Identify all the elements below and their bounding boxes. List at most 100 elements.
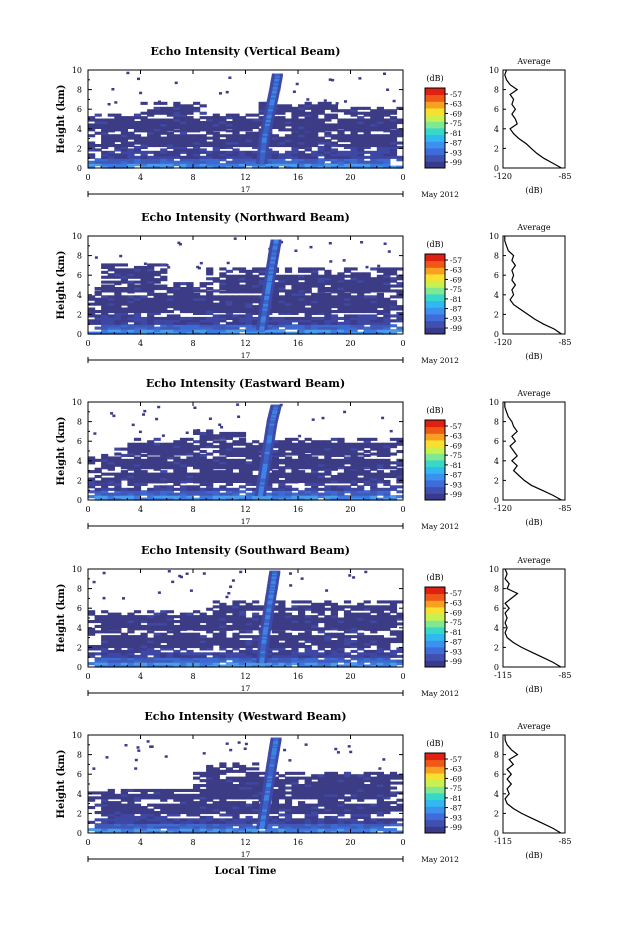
heatmap-cell [133, 155, 142, 159]
heatmap-cell [289, 572, 292, 575]
heatmap-cell [94, 662, 102, 666]
heatmap-cell [324, 289, 332, 293]
heatmap-cell [271, 136, 279, 140]
heatmap-cell [304, 287, 312, 291]
heatmap-cell [271, 637, 279, 641]
heatmap-cell [389, 429, 393, 433]
heatmap-cell [127, 463, 135, 467]
colorbar-tick-label: -57 [450, 90, 462, 99]
heatmap-cell [153, 497, 161, 501]
heatmap-cell [389, 605, 398, 609]
heatmap-cell [337, 155, 345, 159]
heatmap-cell [127, 445, 135, 449]
heatmap-cell [206, 163, 214, 167]
heatmap-cell [160, 300, 168, 304]
heatmap-cell [133, 331, 142, 335]
heatmap-cell [291, 627, 299, 631]
heatmap-cell [206, 490, 214, 494]
heatmap-cell [206, 615, 214, 619]
heatmap-cell [376, 637, 384, 641]
heatmap-cell [140, 659, 148, 663]
heatmap-cell [147, 292, 155, 296]
heatmap-cell [202, 572, 206, 575]
heatmap-cell [344, 100, 347, 103]
heatmap-cell [147, 659, 155, 663]
heatmap-cell [94, 163, 102, 167]
heatmap-cell [219, 279, 227, 283]
heatmap-cell [343, 620, 352, 624]
heatmap-cell [193, 472, 201, 476]
heatmap-cell [179, 627, 188, 631]
heatmap-cell [284, 622, 293, 626]
heatmap-cell [337, 475, 345, 479]
heatmap-cell [166, 637, 174, 641]
heatmap-cell [153, 139, 161, 143]
heatmap-cell [324, 466, 332, 470]
heatmap-cell [396, 490, 404, 494]
heatmap-cell [350, 605, 358, 609]
heatmap-cell [133, 163, 142, 167]
heatmap-cell [370, 652, 378, 656]
heatmap-cell [133, 148, 142, 152]
heatmap-cell [396, 600, 404, 604]
heatmap-cell [271, 458, 279, 462]
heatmap-cell [357, 314, 365, 318]
heatmap-cell [245, 131, 253, 135]
heatmap-cell [376, 163, 384, 167]
heatmap-cell [160, 456, 168, 460]
heatmap-cell [370, 141, 378, 145]
heatmap-cell [370, 267, 378, 271]
heatmap-cell [370, 287, 378, 291]
heatmap-cell [133, 664, 142, 668]
heatmap-cell [298, 635, 306, 639]
heatmap-cell [245, 477, 253, 481]
heatmap-cell [120, 463, 128, 467]
heatmap-cell [304, 466, 312, 470]
heatmap-cell [186, 642, 194, 646]
heatmap-cell [114, 270, 122, 274]
heatmap-cell [330, 279, 338, 283]
heatmap-cell [278, 155, 286, 159]
heatmap-cell [94, 113, 102, 117]
heatmap-cell [376, 620, 384, 624]
heatmap-cell [173, 287, 181, 291]
heatmap-cell [363, 305, 371, 309]
heatmap-cell [376, 134, 384, 138]
heatmap-cell [298, 632, 306, 636]
heatmap-cell [350, 267, 358, 271]
heatmap-cell [357, 163, 365, 167]
heatmap-cell [317, 482, 325, 486]
heatmap-cell [120, 657, 128, 661]
heatmap-cell [127, 466, 135, 470]
heatmap-cell [337, 274, 345, 278]
heatmap-cell [389, 610, 398, 614]
heatmap-cell [389, 620, 398, 624]
heatmap-cell [238, 155, 247, 159]
plume-core-cell [258, 489, 264, 493]
heatmap-cell [140, 620, 148, 624]
heatmap-cell [245, 640, 253, 644]
heatmap-cell [101, 263, 109, 267]
heatmap-cell [245, 475, 253, 479]
plume-core-cell [262, 132, 268, 136]
heatmap-cell [396, 307, 404, 311]
heatmap-cell [133, 113, 142, 117]
heatmap-cell [219, 495, 227, 499]
heatmap-cell [258, 495, 266, 499]
heatmap-cell [166, 642, 174, 646]
heatmap-cell [335, 102, 339, 105]
heatmap-cell [252, 600, 260, 604]
heatmap-cell [383, 472, 391, 476]
heatmap-cell [245, 659, 253, 663]
heatmap-cell [343, 292, 352, 296]
heatmap-cell [278, 128, 286, 132]
heatmap-cell [107, 637, 115, 641]
heatmap-cell [337, 287, 345, 291]
heatmap-cell [370, 279, 378, 283]
heatmap-cell [396, 326, 404, 330]
heatmap-cell [383, 307, 391, 311]
heatmap-cell [199, 139, 207, 143]
heatmap-cell [376, 442, 384, 446]
heatmap-cell [225, 640, 233, 644]
heatmap-cell [107, 314, 115, 318]
